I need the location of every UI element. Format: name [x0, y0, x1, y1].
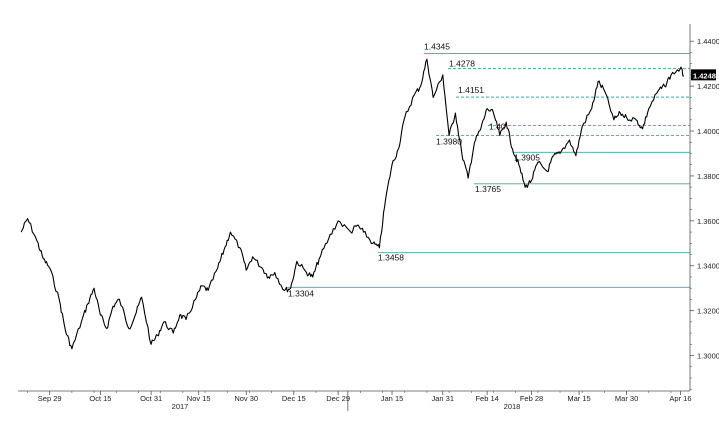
x-tick-label: Jan 31	[431, 394, 454, 403]
level-label: 1.3905	[514, 152, 540, 162]
level-label: 1.4345	[424, 42, 450, 52]
y-tick-label: 1.3600	[697, 217, 719, 226]
x-tick-label: Jan 15	[381, 394, 404, 403]
series-layer	[20, 58, 685, 350]
year-label: 2017	[172, 402, 189, 411]
level-label: 1.4278	[449, 59, 475, 69]
year-label: 2018	[504, 402, 521, 411]
level-label: 1.3304	[288, 288, 314, 298]
x-tick-label: Nov 15	[187, 394, 211, 403]
x-tick-label: Apr 16	[669, 394, 691, 403]
x-tick-label: Oct 31	[140, 394, 162, 403]
x-tick-label: Mar 30	[615, 394, 638, 403]
last-value-badge	[691, 69, 716, 81]
x-tick-label: Feb 28	[520, 394, 543, 403]
x-tick-label: Dec 29	[326, 394, 350, 403]
x-tick-label: Nov 30	[234, 394, 258, 403]
last-value-label: 1.4248	[693, 71, 716, 80]
axes: 1.4400 1.4200 1.4000 1.3800 1.3600 1.3400 1.32…	[18, 24, 719, 411]
y-tick-label: 1.4400	[697, 37, 719, 46]
y-tick-label: 1.3400	[697, 262, 719, 271]
y-tick-label: 1.4200	[697, 82, 719, 91]
y-tick-label: 1.3000	[697, 352, 719, 361]
x-tick-label: Feb 14	[475, 394, 498, 403]
x-tick-label: Oct 15	[89, 394, 111, 403]
level-label: 1.4151	[458, 85, 484, 95]
level-lines: 1.43451.42781.41511.401.39801.39051.3765…	[287, 42, 690, 298]
x-tick-label: Sep 29	[38, 394, 62, 403]
y-tick-label: 1.4000	[697, 127, 719, 136]
level-label: 1.3980	[436, 137, 462, 147]
x-tick-label: Dec 15	[282, 394, 306, 403]
x-tick-label: Mar 15	[567, 394, 590, 403]
level-label: 1.3765	[475, 184, 501, 194]
series-line-usdcad	[20, 58, 685, 350]
y-tick-label: 1.3200	[697, 307, 719, 316]
level-label: 1.3458	[378, 253, 404, 263]
y-tick-label: 1.3800	[697, 172, 719, 181]
